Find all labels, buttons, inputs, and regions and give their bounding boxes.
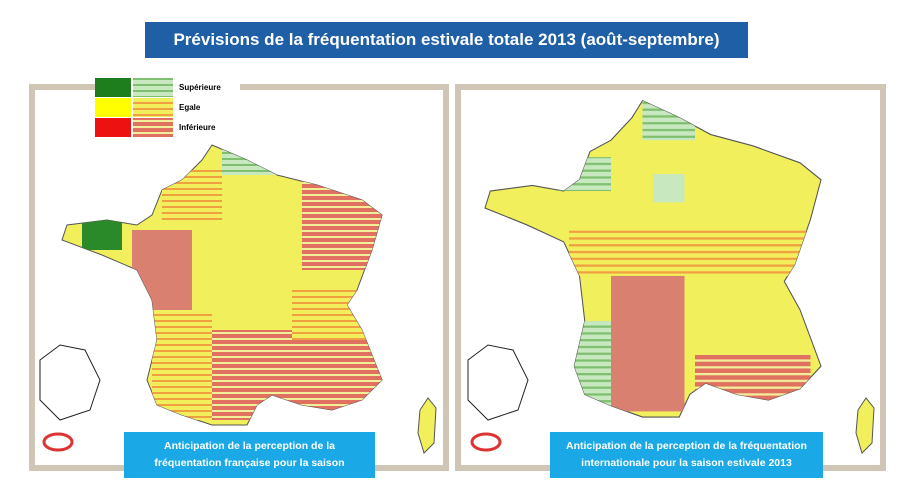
caption-line: internationale pour la saison estivale 2… [581, 457, 792, 469]
legend-label: Supérieure [179, 83, 221, 92]
island [467, 344, 529, 421]
caption-line: Anticipation de la perception de la [164, 440, 335, 452]
corsica [855, 397, 875, 454]
legend-label: Inférieure [179, 123, 216, 132]
map-caption: Anticipation de la perception de la fréq… [550, 432, 823, 478]
island [470, 432, 502, 452]
island [39, 344, 101, 421]
legend-label: Egale [179, 103, 201, 112]
corsica [417, 397, 437, 454]
caption-line: fréquentation française pour la saison [154, 457, 345, 469]
caption-line: Anticipation de la perception de la fréq… [566, 440, 807, 452]
legend: Supérieure Egale Inférieure [95, 78, 240, 137]
slide-title: Prévisions de la fréquentation estivale … [145, 22, 748, 58]
legend-swatches [95, 78, 173, 137]
island [42, 432, 74, 452]
map-caption: Anticipation de la perception de la fréq… [124, 432, 375, 478]
